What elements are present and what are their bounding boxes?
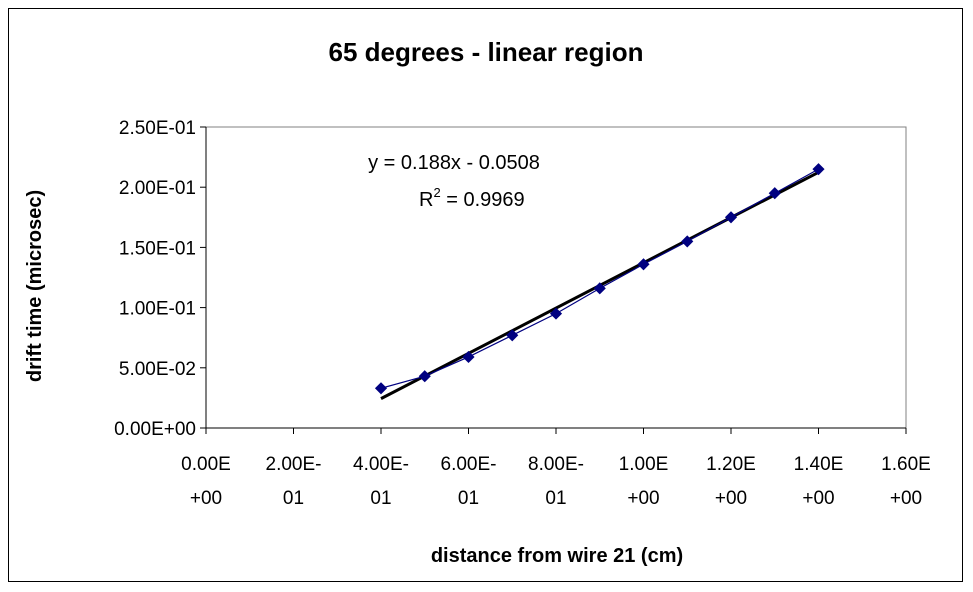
- x-tick-label-line2: 01: [458, 488, 479, 509]
- y-tick-label: 2.00E-01: [119, 178, 196, 199]
- y-axis-label: drift time (microsec): [24, 190, 46, 382]
- data-point: [462, 350, 475, 364]
- y-tick-label: 5.00E-02: [119, 359, 196, 380]
- plot-area: [205, 126, 907, 429]
- y-tick-label: 2.50E-01: [119, 118, 196, 139]
- x-tick-label: 0.00E: [181, 454, 231, 475]
- x-tick-label-line2: 01: [283, 488, 304, 509]
- r-squared-value: = 0.9969: [441, 189, 525, 211]
- y-tick-label: 0.00E+00: [114, 419, 196, 440]
- x-tick-label: 4.00E-: [353, 454, 409, 475]
- chart-svg: 65 degrees - linear region 0.00E+005.00E…: [24, 37, 931, 567]
- y-tick-label: 1.50E-01: [119, 238, 196, 259]
- chart-frame: 65 degrees - linear region 0.00E+00 5.00E…: [8, 8, 963, 582]
- x-tick-label: 1.20E: [706, 454, 756, 475]
- data-point: [374, 382, 388, 395]
- r-squared-label: R2 = 0.9969: [419, 185, 525, 211]
- x-axis-label: distance from wire 21 (cm): [431, 545, 683, 567]
- chart-title: 65 degrees - linear region: [328, 37, 643, 67]
- x-tick-label-line2: +00: [715, 488, 747, 509]
- x-tick-label-line2: +00: [627, 488, 659, 509]
- x-tick-label-line2: 01: [370, 488, 391, 509]
- data-point: [724, 211, 738, 224]
- x-axis: 0.00E +00 2.00E- 01 4.00E- 01 6.00E- 01 8.00E- 01…: [181, 427, 931, 509]
- x-tick-label-line2: +00: [802, 488, 834, 509]
- data-point: [768, 187, 781, 200]
- data-point: [506, 329, 519, 342]
- x-tick-label-line2: +00: [190, 488, 222, 509]
- data-point: [812, 163, 825, 176]
- r-squared-prefix: R: [419, 189, 433, 211]
- trendline-equation: y = 0.188x - 0.0508: [368, 152, 540, 174]
- x-tick-label: 2.00E-: [266, 454, 322, 475]
- x-tick-label-line2: 01: [545, 488, 566, 509]
- data-point: [593, 282, 606, 295]
- data-point: [418, 370, 431, 383]
- x-tick-label: 1.40E: [794, 454, 844, 475]
- data-point: [549, 307, 563, 320]
- data-point: [681, 235, 694, 248]
- y-axis: 0.00E+00 5.00E-02 1.00E-01 1.50E-01 2.00E-01…: [114, 118, 207, 440]
- r-squared-superscript: 2: [433, 185, 440, 200]
- x-tick-label: 8.00E-: [528, 454, 584, 475]
- x-tick-label: 1.60E: [881, 454, 931, 475]
- x-tick-label: 1.00E: [619, 454, 669, 475]
- x-tick-label-line2: +00: [890, 488, 922, 509]
- x-tick-label: 6.00E-: [441, 454, 497, 475]
- data-series: [374, 163, 825, 395]
- y-tick-label: 1.00E-01: [119, 299, 196, 320]
- data-point: [637, 258, 650, 271]
